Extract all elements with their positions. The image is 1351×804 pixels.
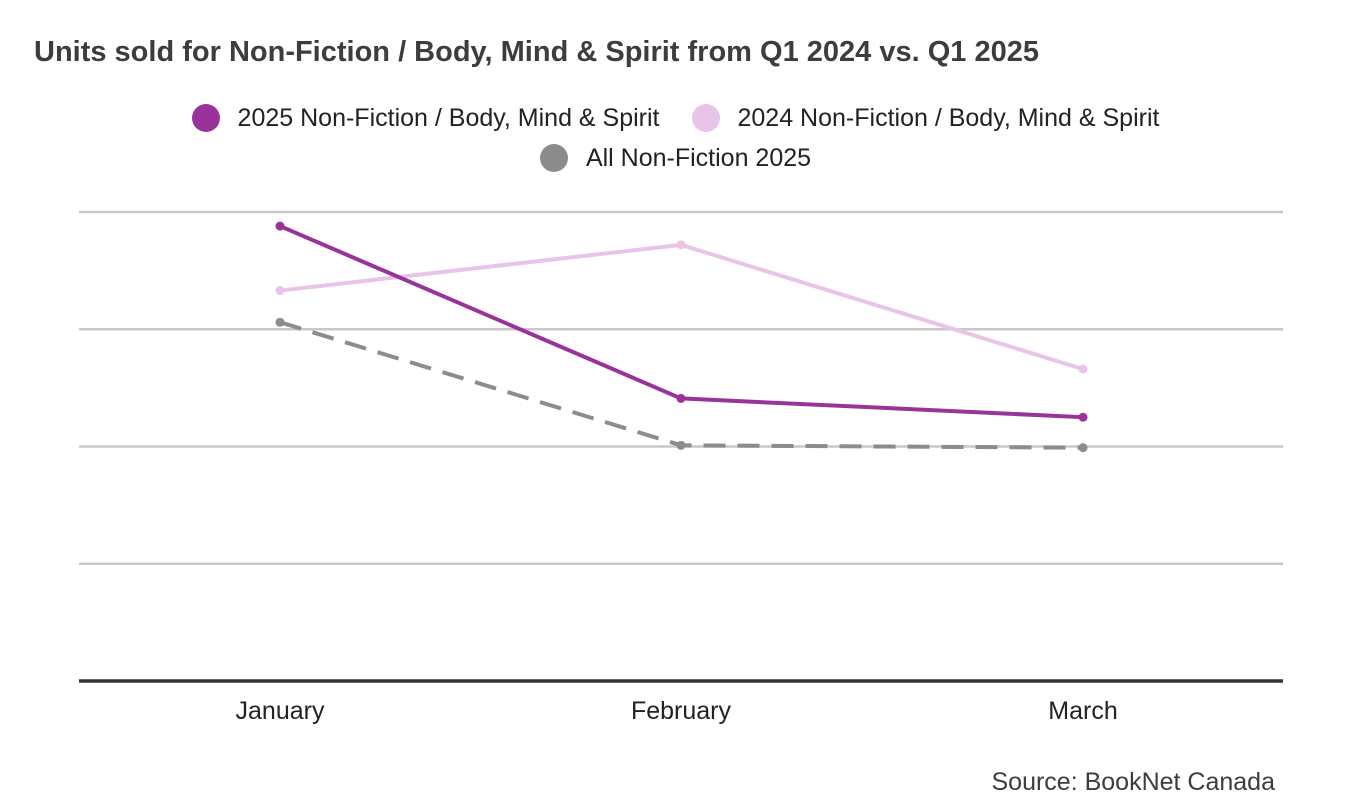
series-1-group (275, 240, 1088, 374)
series-1-point[interactable] (1078, 364, 1088, 374)
series-2-point[interactable] (1078, 443, 1088, 453)
series-lines (275, 221, 1088, 453)
gridlines (79, 210, 1283, 565)
series-0-point[interactable] (676, 393, 686, 403)
series-0-point[interactable] (1078, 412, 1088, 422)
legend-swatch-2024-bms (691, 104, 720, 132)
series-2-point[interactable] (275, 317, 285, 327)
x-tick-label: March (1048, 697, 1117, 725)
x-axis: January February March (79, 679, 1283, 725)
legend-item-2024-bms[interactable]: 2024 Non-Fiction / Body, Mind & Spirit (691, 103, 1160, 133)
legend-row-2: All Non-Fiction 2025 (0, 138, 1351, 178)
series-0-group (275, 221, 1088, 422)
legend-swatch-2025-bms (191, 104, 220, 132)
legend-label-2025-bms: 2025 Non-Fiction / Body, Mind & Spirit (237, 103, 660, 132)
x-tick-label: January (236, 697, 325, 725)
legend-label-all-nonfiction: All Non-Fiction 2025 (585, 143, 812, 172)
legend-row-1: 2025 Non-Fiction / Body, Mind & Spirit 2… (0, 98, 1351, 138)
series-1-point[interactable] (676, 240, 686, 250)
series-2-point[interactable] (676, 440, 686, 450)
legend-swatch-all-nonfiction (539, 144, 568, 172)
series-0-point[interactable] (275, 221, 285, 231)
x-tick-label: February (631, 697, 732, 725)
legend-item-all-nonfiction[interactable]: All Non-Fiction 2025 (539, 143, 812, 173)
source-note: Source: BookNet Canada (991, 768, 1275, 796)
series-2-group (275, 317, 1088, 453)
series-1-line (278, 242, 1085, 372)
chart-legend: 2025 Non-Fiction / Body, Mind & Spirit 2… (0, 98, 1351, 178)
series-1-point[interactable] (275, 286, 285, 296)
legend-label-2024-bms: 2024 Non-Fiction / Body, Mind & Spirit (737, 103, 1160, 132)
legend-item-2025-bms[interactable]: 2025 Non-Fiction / Body, Mind & Spirit (191, 103, 660, 133)
chart-title: Units sold for Non-Fiction / Body, Mind … (34, 36, 1039, 68)
series-2-line (279, 320, 1084, 450)
series-0-line (278, 224, 1085, 420)
